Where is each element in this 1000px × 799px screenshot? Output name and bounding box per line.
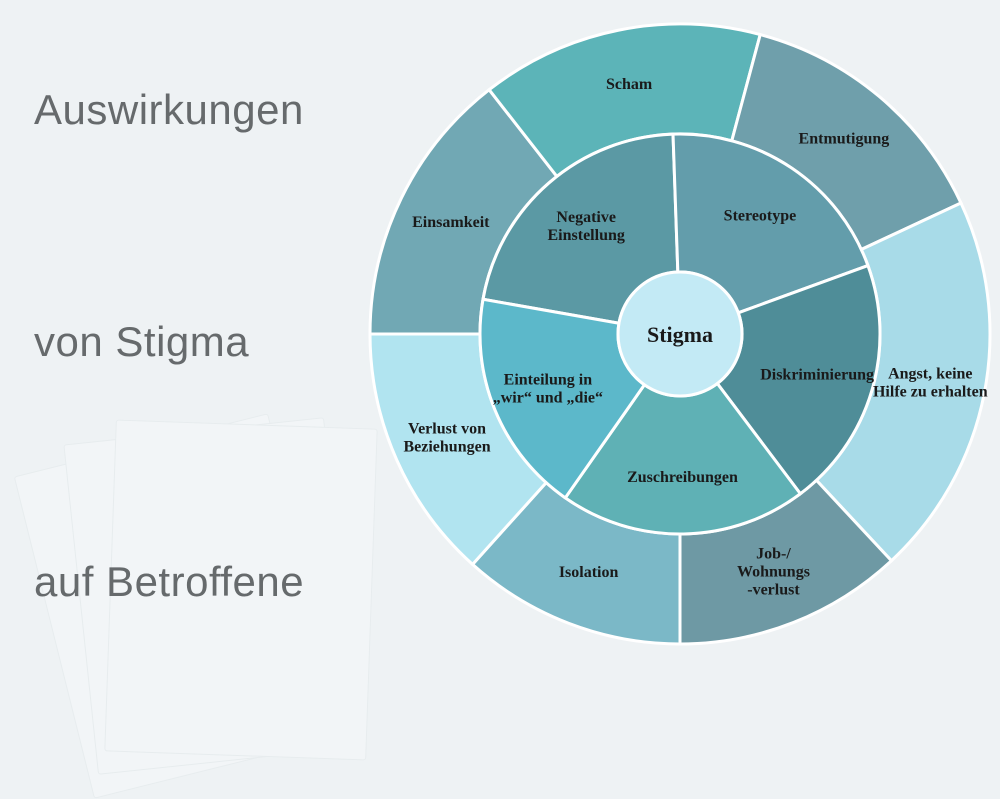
outer-label-3: Angst, keineHilfe zu erhalten xyxy=(873,366,988,401)
inner-label-2: Diskriminierung xyxy=(760,367,874,384)
outer-label-0: Einsamkeit xyxy=(412,214,490,231)
outer-label-6: Verlust vonBeziehungen xyxy=(403,421,490,456)
center-label: Stigma xyxy=(647,322,713,347)
bg-paper-stack xyxy=(10,430,390,660)
stigma-wheel-diagram: Einsamkeit Scham Entmutigung Angst, keineHi… xyxy=(360,14,1000,654)
outer-label-1: Scham xyxy=(606,76,653,93)
title-line-3: auf Betroffene xyxy=(34,558,394,606)
inner-label-4: Einteilung in„wir“ und „die“ xyxy=(493,372,603,407)
inner-label-3: Zuschreibungen xyxy=(627,469,738,486)
title-line-2: von Stigma xyxy=(34,318,394,366)
inner-label-0: NegativeEinstellung xyxy=(548,209,625,244)
title-line-1: Auswirkungen xyxy=(34,86,394,134)
outer-label-5: Isolation xyxy=(559,564,619,581)
inner-label-1: Stereotype xyxy=(724,207,797,224)
outer-label-2: Entmutigung xyxy=(799,131,890,148)
